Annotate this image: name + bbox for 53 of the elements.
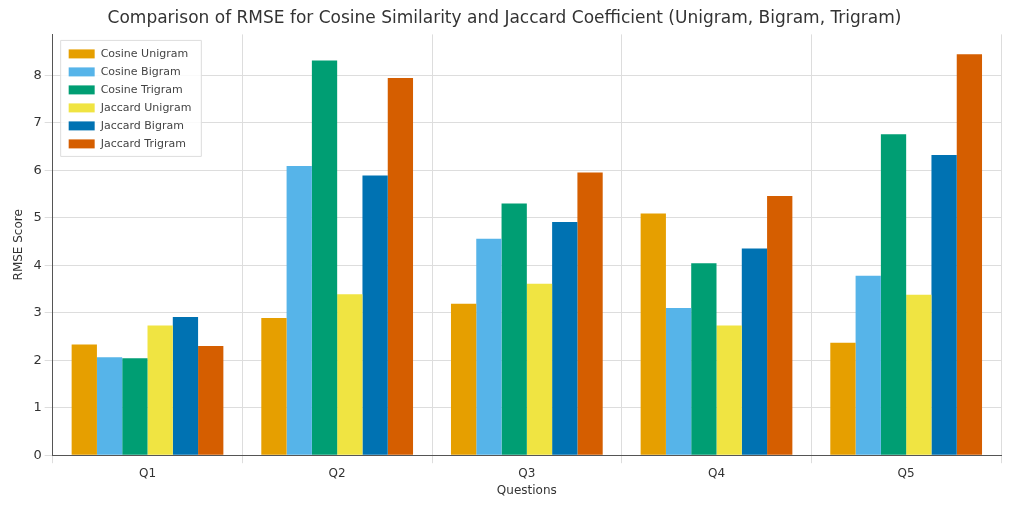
legend-label: Jaccard Unigram [99, 101, 192, 115]
y-tick-label: 5 [33, 209, 42, 225]
x-axis-title: Questions [496, 482, 557, 497]
bar [311, 60, 338, 455]
bar [122, 358, 148, 455]
bar [286, 165, 312, 455]
y-tick-label: 1 [33, 399, 42, 415]
bar [855, 275, 881, 455]
y-tick-label: 8 [33, 66, 42, 82]
bar [387, 78, 414, 455]
bar [665, 307, 692, 455]
chart-title: Comparison of RMSE for Cosine Similarity and Jaccard Coefficient (Unigram, Bigram, Trigram) [107, 6, 902, 27]
x-tick-label: Q1 [138, 465, 157, 480]
bar [906, 294, 932, 455]
legend-label: Cosine Bigram [100, 65, 181, 79]
x-tick-label: Q5 [897, 465, 915, 480]
bar [96, 357, 123, 455]
bar [741, 248, 768, 455]
bar [931, 155, 957, 455]
bar [577, 172, 603, 455]
bar [501, 203, 527, 455]
y-tick-label: 3 [33, 304, 42, 320]
bar [71, 344, 97, 455]
bar [716, 325, 742, 455]
bar [147, 325, 173, 455]
y-tick-label: 2 [33, 351, 42, 367]
bar [337, 294, 363, 455]
legend-label: Cosine Trigram [100, 83, 183, 97]
legend-label: Jaccard Trigram [99, 137, 186, 151]
bar [767, 195, 793, 455]
bar [198, 345, 224, 455]
y-axis-title: RMSE Score [11, 209, 26, 281]
bar [552, 222, 578, 455]
bar [172, 316, 199, 455]
bar [956, 54, 983, 455]
y-tick-label: 4 [33, 256, 42, 272]
bar [362, 175, 388, 455]
bar [450, 303, 477, 455]
bar [880, 134, 907, 455]
bar [476, 238, 502, 455]
y-tick-label: 0 [33, 446, 42, 462]
legend-label: Jaccard Bigram [99, 119, 184, 133]
legend-label: Cosine Unigram [100, 47, 189, 61]
y-tick-label: 6 [33, 161, 42, 177]
x-tick-label: Q4 [707, 465, 726, 480]
bar [526, 283, 553, 455]
x-tick-label: Q3 [518, 465, 536, 480]
bar [830, 342, 856, 455]
bar [640, 213, 666, 455]
bar [261, 317, 287, 455]
bar [691, 263, 717, 455]
y-tick-label: 7 [33, 114, 42, 130]
x-tick-label: Q2 [328, 465, 346, 480]
